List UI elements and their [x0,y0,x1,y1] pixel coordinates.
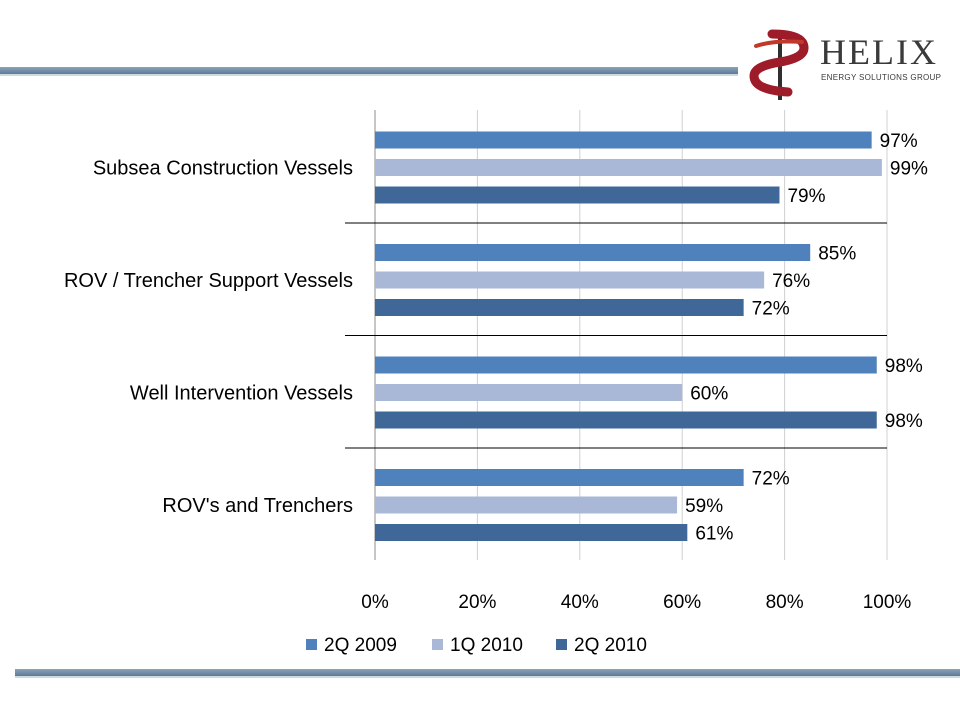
bars [375,131,882,541]
bar [375,271,765,289]
category-separators [345,222,887,449]
bar [375,496,678,514]
top-divider [0,67,738,74]
x-tick-label: 20% [458,592,496,613]
bar-value-label: 72% [752,299,790,320]
legend-label: 2Q 2009 [324,635,397,656]
bar [375,186,780,204]
bar-value-label: 59% [685,496,723,517]
bar-value-label: 61% [695,524,733,545]
legend-swatch [556,639,567,650]
helix-emblem-icon [749,29,809,100]
x-axis-ticks: 0% 20% 40% 60% 80% 100% [361,592,911,613]
x-tick-label: 0% [361,592,389,613]
legend-label: 1Q 2010 [450,635,523,656]
bar [375,384,683,401]
data-labels: 97% 99% 79% 85% 76% 72% 98% 60% 98% 72% 59% 61% [685,131,928,545]
bar-value-label: 98% [885,356,923,377]
helix-logo: HELIX ENERGY SOLUTIONS GROUP [744,28,944,102]
bottom-divider [15,669,960,676]
x-tick-label: 80% [766,592,804,613]
bar-value-label: 99% [890,159,928,180]
bar-value-label: 79% [787,186,825,207]
bar [375,299,744,316]
top-divider-highlight [0,74,738,76]
category-label: ROV's and Trenchers [162,495,353,517]
bar [375,411,877,429]
legend-label: 2Q 2010 [574,635,647,656]
bar [375,356,877,374]
bar-value-label: 76% [772,271,810,292]
bar [375,524,688,541]
x-tick-label: 60% [663,592,701,613]
bar [375,469,744,486]
bar [375,159,882,176]
legend-swatch [432,639,443,650]
logo-wordmark: HELIX [820,32,938,72]
legend: 2Q 2009 1Q 2010 2Q 2010 [306,635,647,656]
category-label: Subsea Construction Vessels [93,158,353,180]
bar [375,244,811,261]
bar [375,131,872,149]
bar-value-label: 98% [885,411,923,432]
bar-value-label: 60% [690,384,728,405]
logo-tagline: ENERGY SOLUTIONS GROUP [821,73,942,82]
category-label: ROV / Trencher Support Vessels [64,270,353,292]
legend-swatch [306,639,317,650]
bar-value-label: 97% [880,131,918,152]
category-label: Well Intervention Vessels [130,383,353,405]
bar-value-label: 85% [818,244,856,265]
x-tick-label: 40% [561,592,599,613]
x-tick-label: 100% [863,592,912,613]
category-labels: Subsea Construction Vessels ROV / Trenche… [64,158,353,518]
bottom-divider-highlight [15,676,960,678]
bar-value-label: 72% [752,469,790,490]
